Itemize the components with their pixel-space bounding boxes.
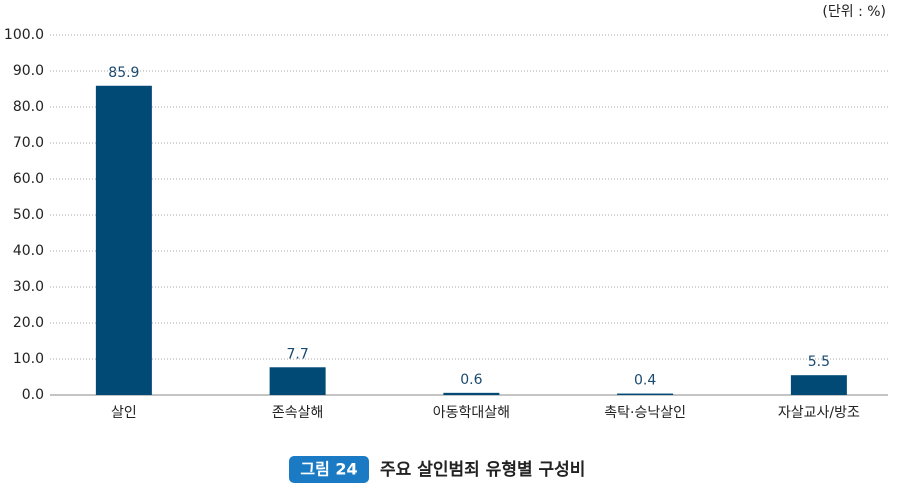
bar [269,367,326,395]
x-tick-label: 존속살해 [272,405,324,421]
y-tick-label: 90.0 [13,63,44,79]
y-tick-label: 0.0 [22,387,44,403]
value-label: 0.4 [634,373,656,389]
x-tick-label: 자살교사/방조 [778,405,860,421]
value-label: 5.5 [808,354,830,370]
value-label: 85.9 [108,65,139,81]
value-label: 7.7 [286,346,308,362]
y-tick-label: 70.0 [13,135,44,151]
y-tick-label: 60.0 [13,171,44,187]
bar [790,375,847,395]
y-tick-label: 80.0 [13,99,44,115]
bar [95,85,152,395]
chart-title: 주요 살인범죄 유형별 구성비 [380,459,585,480]
y-tick-label: 40.0 [13,243,44,259]
y-tick-label: 10.0 [13,351,44,367]
x-tick-label: 촉탁·승낙살인 [604,405,686,421]
bar [617,393,674,395]
figure-label: 그림 24 [300,460,357,479]
x-tick-label: 아동학대살해 [433,405,510,421]
y-tick-label: 30.0 [13,279,44,295]
y-tick-label: 50.0 [13,207,44,223]
unit-label: (단위 : %) [822,4,886,20]
x-tick-label: 살인 [111,405,137,421]
figure-badge [289,456,369,483]
value-label: 0.6 [460,372,482,388]
y-tick-label: 20.0 [13,315,44,331]
bar [443,392,500,395]
y-tick-label: 100.0 [4,27,44,43]
